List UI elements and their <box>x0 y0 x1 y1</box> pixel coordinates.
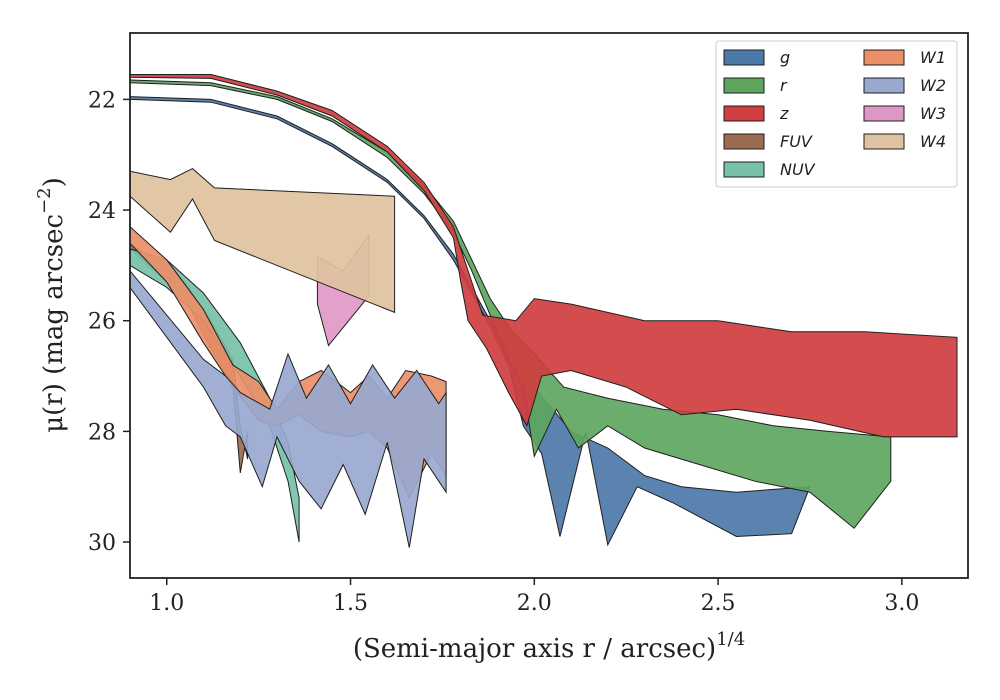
legend-swatch-w2 <box>863 77 905 94</box>
legend: grz FUV NUV W1 W2 W3 W4 <box>715 40 958 188</box>
x-tick-label: 2.5 <box>701 591 736 616</box>
x-tick-label: 1.0 <box>149 591 184 616</box>
y-tick-label: 22 <box>88 88 116 113</box>
legend-label-w1: W1 <box>920 48 946 67</box>
band-w4 <box>130 168 396 314</box>
legend-label-z: z <box>779 104 789 123</box>
y-axis-label-close: ) <box>39 177 69 187</box>
legend-swatch-nuv <box>723 161 765 178</box>
profile-bands <box>130 74 958 548</box>
legend-label-r: r <box>780 76 788 95</box>
y-axis-ticks: 22 24 26 28 30 <box>88 88 130 556</box>
legend-swatch-r <box>723 77 765 94</box>
legend-label-fuv: FUV <box>780 132 813 151</box>
legend-swatch-w3 <box>863 105 905 122</box>
y-tick-label: 30 <box>88 531 116 556</box>
legend-swatch-w4 <box>863 133 905 150</box>
x-tick-label: 2.0 <box>517 591 552 616</box>
y-tick-label: 24 <box>88 199 116 224</box>
plot-frame <box>129 32 969 579</box>
legend-swatch-fuv <box>723 133 765 150</box>
x-tick-label: 3.0 <box>884 591 919 616</box>
band-g <box>130 96 811 547</box>
y-tick-label: 26 <box>88 310 116 335</box>
legend-swatch-w1 <box>863 49 905 66</box>
legend-swatch-z <box>723 105 765 122</box>
legend-label-w3: W3 <box>920 104 946 123</box>
y-tick-label: 28 <box>88 420 116 445</box>
legend-label-w2: W2 <box>920 76 946 95</box>
y-axis-label-exponent: −2 <box>34 187 55 214</box>
band-z <box>130 74 958 438</box>
band-w2 <box>130 270 447 548</box>
y-axis-label: μ(r) (mag arcsec−2) <box>34 177 69 433</box>
x-axis-ticks: 1.0 1.5 2.0 2.5 3.0 <box>149 578 919 616</box>
x-axis-label: (Semi-major axis r / arcsec)1/4 <box>353 629 745 664</box>
x-axis-label-exponent: 1/4 <box>716 629 745 650</box>
legend-label-w4: W4 <box>920 132 946 151</box>
legend-label-g: g <box>780 48 790 67</box>
x-tick-label: 1.5 <box>333 591 368 616</box>
legend-swatch-g <box>723 49 765 66</box>
legend-label-nuv: NUV <box>780 160 816 179</box>
